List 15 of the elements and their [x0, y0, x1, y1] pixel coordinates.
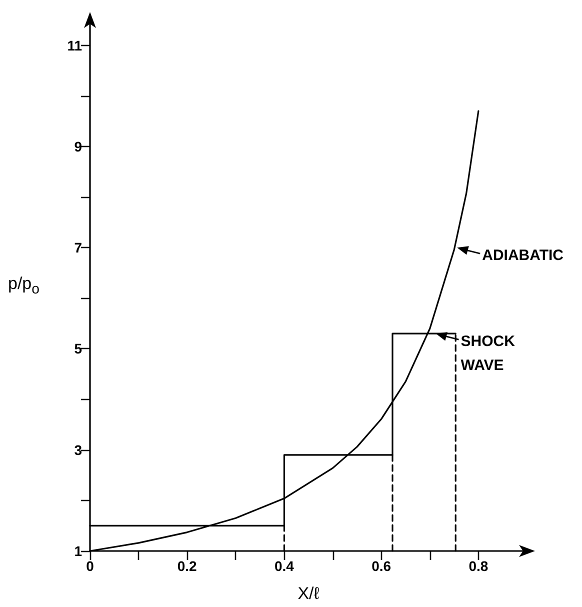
x-tick-label: 0.8 [468, 558, 488, 574]
y-axis-title: p/p$_{o}$ [8, 274, 40, 297]
x-tick-label: 0.2 [177, 558, 198, 574]
x-axis-title: X/ℓ [298, 584, 320, 603]
x-tick-label: 0 [86, 558, 94, 574]
x-tick-label: 0.6 [372, 558, 392, 574]
y-tick-label: 7 [74, 240, 82, 256]
annotation: ADIABATIC [482, 247, 564, 264]
y-tick-label: 11 [67, 37, 82, 54]
y-tick-label: 5 [74, 340, 82, 357]
x-tick-label: 0.4 [274, 558, 294, 574]
y-tick-label: 3 [74, 442, 82, 458]
y-tick-label: 9 [74, 138, 82, 154]
annotation: SHOCK WAVE [460, 333, 516, 374]
y-tick-label: 1 [74, 543, 82, 559]
